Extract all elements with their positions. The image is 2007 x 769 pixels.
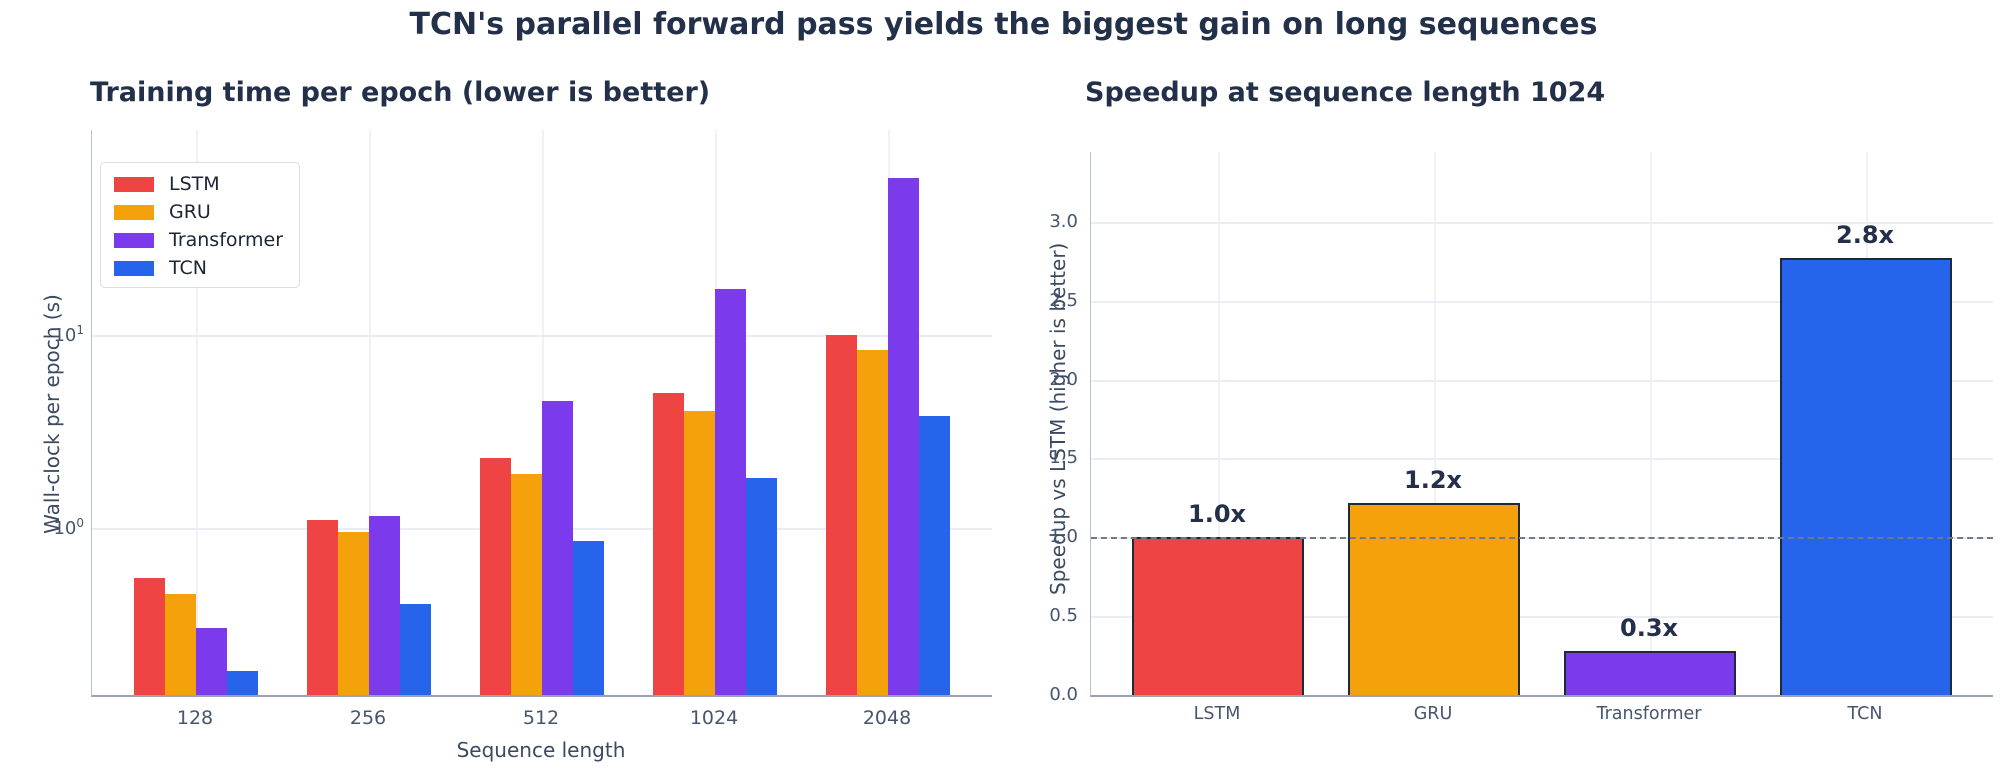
right-horizontal-gridline (1091, 300, 1993, 303)
right-chart-title: Speedup at sequence length 1024 (1085, 77, 1606, 108)
legend-swatch-transformer (114, 232, 154, 248)
left-vertical-gridline (196, 130, 198, 695)
bar-lstm-512 (480, 457, 511, 695)
right-vertical-gridline (1650, 152, 1652, 695)
bar-gru-128 (165, 594, 196, 695)
right-horizontal-gridline (1091, 221, 1993, 224)
left-y-tick-label: 101 (53, 322, 84, 346)
right-y-tick-label: 0.5 (1049, 605, 1078, 627)
right-vertical-gridline (1218, 152, 1220, 695)
bar-lstm-2048 (826, 334, 857, 695)
left-chart-title: Training time per epoch (lower is better… (90, 77, 711, 108)
bar-tcn-256 (400, 604, 431, 695)
legend-swatch-gru (114, 204, 154, 220)
right-x-tick-label: TCN (1847, 704, 1883, 724)
left-x-tick-label: 2048 (862, 707, 912, 729)
bar-gru-256 (338, 531, 369, 695)
legend-label: Transformer (169, 229, 284, 251)
right-y-tick-label: 2.0 (1049, 368, 1078, 390)
right-y-tick-label: 1.0 (1049, 526, 1078, 548)
bar-transformer-256 (369, 515, 400, 695)
right-y-tick-label: 2.5 (1049, 289, 1078, 311)
bar-gru-2048 (857, 350, 888, 695)
bar-transformer-1024 (715, 288, 746, 695)
speedup-bar-transformer (1564, 650, 1736, 695)
left-x-tick-label: 128 (176, 707, 214, 729)
left-horizontal-gridline (92, 334, 992, 337)
bar-gru-1024 (684, 411, 715, 695)
bar-tcn-2048 (919, 415, 950, 695)
speedup-value-label: 0.3x (1620, 613, 1678, 642)
legend: LSTM GRU Transformer TCN (100, 162, 300, 288)
speedup-bar-lstm (1132, 537, 1304, 695)
legend-item-transformer: Transformer (101, 226, 299, 254)
speedup-bar-gru (1348, 502, 1520, 695)
bar-lstm-256 (307, 519, 338, 695)
right-x-tick-label: Transformer (1596, 704, 1702, 724)
legend-label: LSTM (169, 173, 220, 195)
right-vertical-gridline (1434, 152, 1436, 695)
bar-transformer-2048 (888, 177, 919, 695)
bar-tcn-128 (227, 671, 258, 695)
speedup-bar-tcn (1780, 258, 1952, 695)
left-x-tick-label: 512 (522, 707, 560, 729)
left-x-tick-label: 256 (349, 707, 387, 729)
bar-tcn-1024 (746, 478, 777, 695)
bar-transformer-512 (542, 401, 573, 695)
right-x-tick-label: LSTM (1193, 704, 1241, 724)
speedup-value-label: 1.0x (1188, 500, 1246, 529)
bar-transformer-128 (196, 628, 227, 695)
bar-tcn-512 (573, 541, 604, 695)
right-y-tick-label: 3.0 (1049, 210, 1078, 232)
legend-item-lstm: LSTM (101, 170, 299, 198)
bar-lstm-128 (134, 577, 165, 695)
right-y-tick-label: 1.5 (1049, 447, 1078, 469)
left-vertical-gridline (369, 130, 371, 695)
right-y-tick-label: 0.0 (1049, 684, 1078, 705)
legend-label: TCN (169, 257, 207, 279)
right-horizontal-gridline (1091, 379, 1993, 382)
bar-gru-512 (511, 473, 542, 695)
bar-lstm-1024 (653, 392, 684, 695)
right-x-tick-label: GRU (1413, 704, 1453, 724)
right-plot-area (1090, 152, 1993, 697)
left-y-tick-label: 100 (53, 515, 84, 539)
legend-item-gru: GRU (101, 198, 299, 226)
left-x-axis-label: Sequence length (456, 738, 626, 762)
legend-label: GRU (169, 201, 211, 223)
reference-line-1x (1091, 537, 1993, 540)
left-x-tick-label: 1024 (689, 707, 739, 729)
right-horizontal-gridline (1091, 458, 1993, 461)
figure-title: TCN's parallel forward pass yields the b… (409, 7, 1598, 42)
speedup-value-label: 1.2x (1404, 465, 1462, 494)
right-horizontal-gridline (1091, 616, 1993, 619)
legend-swatch-lstm (114, 176, 154, 192)
legend-item-tcn: TCN (101, 254, 299, 282)
speedup-value-label: 2.8x (1836, 221, 1894, 250)
legend-swatch-tcn (114, 260, 154, 276)
